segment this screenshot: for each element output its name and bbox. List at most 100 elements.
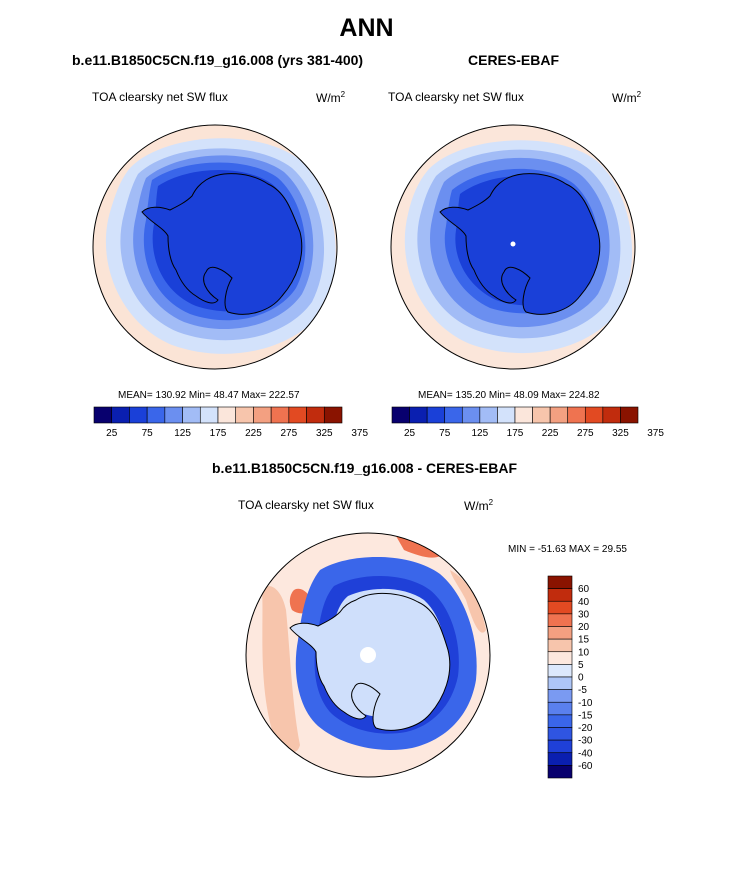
obs-antarctica <box>439 173 601 315</box>
diff-pole-hole <box>360 647 376 663</box>
diff-case-title: b.e11.B1850C5CN.f19_g16.008 - CERES-EBAF <box>212 460 518 476</box>
obs-map <box>390 124 636 370</box>
model-colorbar-cell <box>253 406 272 424</box>
diff-colorbar-tick-label: -20 <box>578 723 593 734</box>
obs-colorbar-tick-label: 375 <box>647 428 664 439</box>
diff-colorbar-cell <box>547 651 573 665</box>
obs-colorbar-cell <box>391 406 410 424</box>
diff-colorbar-tick-label: -40 <box>578 748 593 759</box>
obs-stats-text: MEAN= 135.20 Min= 48.09 Max= 224.82 <box>418 390 600 401</box>
obs-colorbar-tick-label: 175 <box>507 428 524 439</box>
obs-colorbar-cell <box>532 406 551 424</box>
diff-positive-region-east <box>450 570 486 633</box>
diff-map <box>245 532 491 778</box>
model-colorbar-cell <box>306 406 325 424</box>
diff-colorbar-cell <box>547 664 573 678</box>
model-colorbar-cell <box>199 406 219 424</box>
diff-colorbar-tick-label: -5 <box>578 685 587 696</box>
obs-variable-label: TOA clearsky net SW flux <box>388 90 524 104</box>
obs-colorbar-cell <box>549 406 569 424</box>
model-colorbar-tick-label: 125 <box>174 428 191 439</box>
diff-colorbar-cell <box>547 701 573 716</box>
diff-map-border <box>245 532 491 778</box>
obs-colorbar-tick-label: 325 <box>612 428 629 439</box>
model-colorbar-cell <box>164 406 183 424</box>
diff-colorbar-tick-label: 15 <box>578 635 590 646</box>
diff-stats-text: MIN = -51.63 MAX = 29.55 <box>508 544 627 555</box>
model-colorbar: 25 75 125 175 225 275 325 375 <box>93 406 368 439</box>
obs-colorbar-tick-label: 275 <box>577 428 594 439</box>
obs-colorbar-cell <box>426 406 446 424</box>
obs-colorbar-cell <box>444 406 463 424</box>
obs-units-label: W/m2 <box>612 90 642 105</box>
model-colorbar-tick-label: 375 <box>351 428 368 439</box>
model-colorbar-cell <box>182 406 201 424</box>
diff-colorbar-tick-label: -30 <box>578 736 593 747</box>
model-colorbar-tick-label: 25 <box>106 428 118 439</box>
diff-colorbar-cell <box>547 613 573 627</box>
diff-colorbar-tick-label: -15 <box>578 710 593 721</box>
obs-colorbar-cell <box>567 406 586 424</box>
model-colorbar-cell <box>288 406 307 424</box>
diff-colorbar-cell <box>547 727 573 741</box>
obs-colorbar-cell <box>409 406 428 424</box>
model-colorbar-cell <box>235 406 254 424</box>
obs-colorbar-cell <box>514 406 533 424</box>
diff-colorbar-cell <box>547 689 573 703</box>
model-colorbar-cell <box>270 406 290 424</box>
diff-colorbar-cell <box>547 588 573 602</box>
obs-colorbar-cell <box>461 406 481 424</box>
obs-colorbar-cell <box>620 406 639 424</box>
model-units-label: W/m2 <box>316 90 346 105</box>
page-title: ANN <box>339 14 394 42</box>
obs-colorbar-tick-label: 225 <box>542 428 559 439</box>
model-case-title: b.e11.B1850C5CN.f19_g16.008 (yrs 381-400… <box>72 52 364 68</box>
model-colorbar-cell <box>129 406 148 424</box>
model-variable-label: TOA clearsky net SW flux <box>92 90 228 104</box>
obs-colorbar-tick-label: 25 <box>404 428 416 439</box>
diff-colorbar-cell <box>547 752 573 766</box>
obs-colorbar-cell <box>584 406 604 424</box>
model-colorbar-cell <box>323 406 343 424</box>
diff-colorbar-tick-label: -60 <box>578 761 593 772</box>
diff-colorbar-cell <box>547 626 573 640</box>
model-colorbar-tick-label: 275 <box>281 428 298 439</box>
obs-case-title: CERES-EBAF <box>468 52 560 68</box>
diff-colorbar-cell <box>547 676 573 690</box>
obs-colorbar-tick-label: 75 <box>439 428 451 439</box>
diff-colorbar-tick-label: 30 <box>578 609 590 620</box>
model-colorbar-cell <box>217 406 237 424</box>
model-map <box>92 124 338 370</box>
obs-colorbar-tick-label: 125 <box>472 428 489 439</box>
diff-positive-region-west <box>262 586 300 753</box>
diff-colorbar-cell <box>547 714 573 728</box>
diff-colorbar-cell <box>547 575 573 589</box>
obs-colorbar-cell <box>602 406 621 424</box>
obs-colorbar-cell <box>479 406 498 424</box>
obs-map-border <box>390 124 636 370</box>
obs-colorbar: 25 75 125 175 225 275 325 375 <box>391 406 664 439</box>
model-colorbar-cell <box>93 406 113 424</box>
model-map-border <box>92 124 338 370</box>
diff-colorbar-tick-label: -10 <box>578 698 593 709</box>
diff-colorbar-cell <box>547 739 573 754</box>
model-colorbar-tick-label: 325 <box>316 428 333 439</box>
diff-colorbar-tick-label: 60 <box>578 584 590 595</box>
diff-colorbar-tick-label: 0 <box>578 673 584 684</box>
model-colorbar-cell <box>111 406 130 424</box>
diff-units-label: W/m2 <box>464 498 494 513</box>
model-colorbar-cell <box>146 406 166 424</box>
obs-colorbar-cell <box>497 406 516 424</box>
obs-pole-hole <box>510 241 516 247</box>
diff-colorbar-tick-label: 20 <box>578 622 590 633</box>
model-antarctica <box>141 173 303 315</box>
model-stats-text: MEAN= 130.92 Min= 48.47 Max= 222.57 <box>118 390 300 401</box>
diff-colorbar-cell <box>547 600 573 615</box>
diff-colorbar-tick-label: 5 <box>578 660 584 671</box>
diff-variable-label: TOA clearsky net SW flux <box>238 498 374 512</box>
model-colorbar-tick-label: 225 <box>245 428 262 439</box>
model-colorbar-tick-label: 75 <box>142 428 154 439</box>
diff-positive-region-north <box>396 536 440 558</box>
